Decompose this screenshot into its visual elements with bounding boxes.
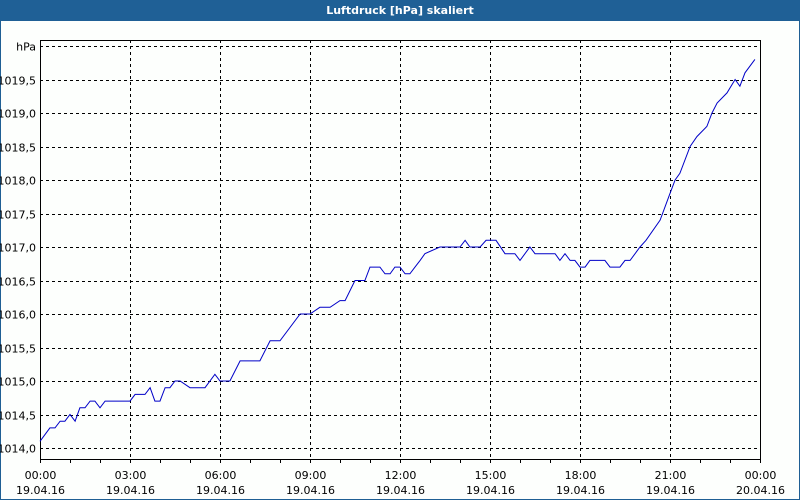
x-tick-date: 19.04.16 [556, 484, 605, 497]
y-axis-labels: hPa 1019,5 1019,0 1018,5 1018,0 1017,5 1017,0 1… [0, 41, 36, 456]
x-tick-date: 19.04.16 [466, 484, 515, 497]
grid-lines [40, 40, 760, 459]
x-tick-date: 19.04.16 [646, 484, 695, 497]
y-tick-label: 1015,0 [0, 376, 36, 389]
y-tick-label: 1016,5 [0, 276, 36, 289]
x-tick-time: 00:00 [25, 469, 57, 482]
x-tick-date: 20.04.16 [736, 484, 785, 497]
y-tick-label: 1016,0 [0, 309, 36, 322]
y-tick-label: 1015,5 [0, 343, 36, 356]
x-tick-time: 06:00 [205, 469, 237, 482]
x-tick-date: 19.04.16 [286, 484, 335, 497]
y-tick-label: 1017,0 [0, 242, 36, 255]
x-tick-time: 18:00 [565, 469, 597, 482]
x-tick-time: 15:00 [475, 469, 507, 482]
x-tick-time: 21:00 [655, 469, 687, 482]
x-tick-date: 19.04.16 [16, 484, 65, 497]
x-tick-time: 09:00 [295, 469, 327, 482]
x-tick-date: 19.04.16 [376, 484, 425, 497]
x-tick-time: 00:00 [745, 469, 777, 482]
x-axis-labels: 00:00 19.04.16 03:00 19.04.16 06:00 19.04.16 0… [16, 459, 785, 497]
y-tick-label: 1017,5 [0, 209, 36, 222]
y-tick-label: hPa [16, 41, 36, 54]
y-tick-label: 1014,0 [0, 443, 36, 456]
y-tick-label: 1019,5 [0, 75, 36, 88]
chart-title: Luftdruck [hPa] skaliert [0, 0, 800, 21]
x-tick-date: 19.04.16 [106, 484, 155, 497]
y-tick-label: 1018,5 [0, 142, 36, 155]
x-tick-date: 19.04.16 [196, 484, 245, 497]
y-tick-label: 1019,0 [0, 108, 36, 121]
y-tick-label: 1014,5 [0, 410, 36, 423]
pressure-series-line [39, 59, 756, 442]
x-tick-time: 12:00 [385, 469, 417, 482]
y-tick-label: 1018,0 [0, 175, 36, 188]
x-tick-time: 03:00 [115, 469, 147, 482]
